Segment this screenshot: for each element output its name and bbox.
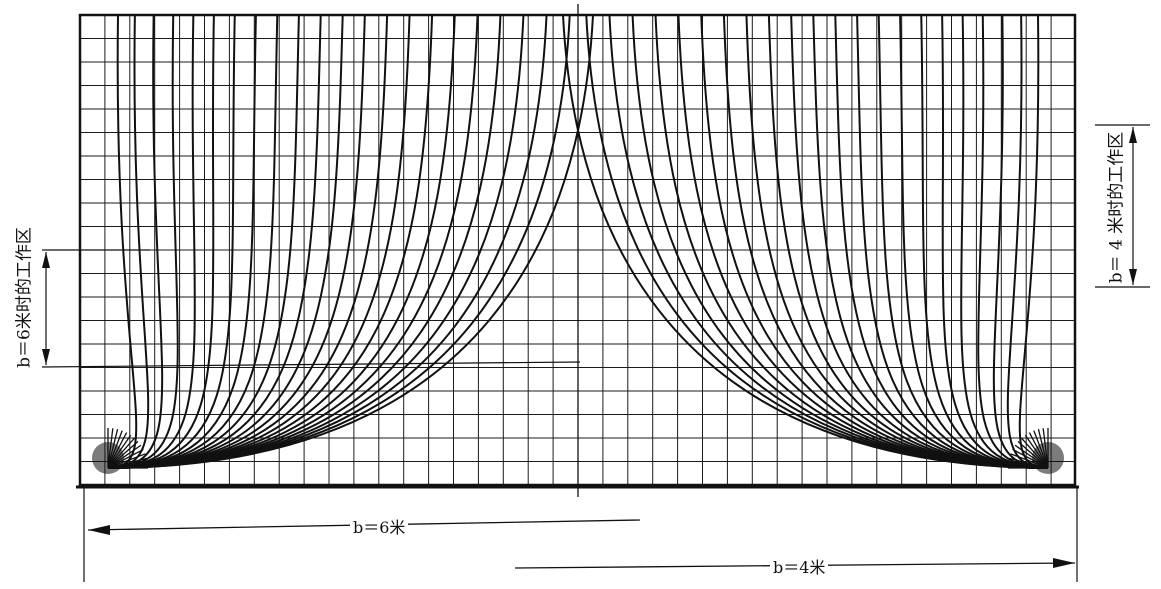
arrow-head-down <box>42 349 50 365</box>
field-line <box>107 14 179 469</box>
field-line <box>767 14 1049 469</box>
left-curve-family <box>92 14 594 474</box>
field-line <box>812 14 1049 469</box>
field-line <box>877 14 1049 469</box>
field-line <box>107 14 236 469</box>
field-line <box>700 14 1049 469</box>
dimension-b6-label: b＝6米 <box>350 514 409 538</box>
field-line <box>745 14 1049 469</box>
field-line <box>834 14 1049 469</box>
field-line <box>107 14 322 469</box>
dimension-b4-label: b＝4米 <box>770 554 829 578</box>
field-line <box>107 14 389 469</box>
field-line <box>631 14 1049 469</box>
field-line <box>899 14 1049 469</box>
arrow-head-down <box>1129 269 1137 285</box>
arrow-head-up <box>1129 127 1137 143</box>
field-line <box>107 14 479 469</box>
field-line <box>107 14 215 469</box>
source-blot <box>92 442 124 474</box>
field-line <box>107 14 571 469</box>
left-zone-bottom-tick <box>41 361 581 368</box>
right-working-zone-label: b＝ 4 米时的工作区 <box>1106 131 1127 284</box>
field-line <box>920 14 1049 469</box>
field-line <box>107 14 196 469</box>
field-line <box>107 14 150 469</box>
field-line <box>1006 14 1049 469</box>
field-line <box>107 14 366 469</box>
field-line <box>107 14 456 469</box>
field-line <box>107 14 257 469</box>
field-line <box>107 14 300 469</box>
arrow-head-left <box>88 525 110 535</box>
field-line <box>585 14 1049 469</box>
arrow-head-right <box>1053 558 1075 568</box>
field-line <box>107 14 279 469</box>
source-blot <box>1032 442 1064 474</box>
arrow-head-up <box>42 252 50 268</box>
field-line <box>677 14 1049 469</box>
field-line <box>960 14 1049 469</box>
field-line <box>608 14 1049 469</box>
field-line <box>856 14 1049 469</box>
right-curve-family <box>562 14 1064 474</box>
field-line <box>107 14 525 469</box>
field-line <box>107 14 594 469</box>
field-line <box>107 14 548 469</box>
field-line <box>1018 14 1049 469</box>
field-line <box>977 14 1049 469</box>
field-line <box>941 14 1049 469</box>
field-line <box>790 14 1049 469</box>
field-line <box>562 14 1049 469</box>
left-working-zone-label: b＝6米时的工作区 <box>14 227 35 368</box>
field-line <box>107 14 344 469</box>
field-line <box>107 14 411 469</box>
field-line <box>107 14 138 469</box>
